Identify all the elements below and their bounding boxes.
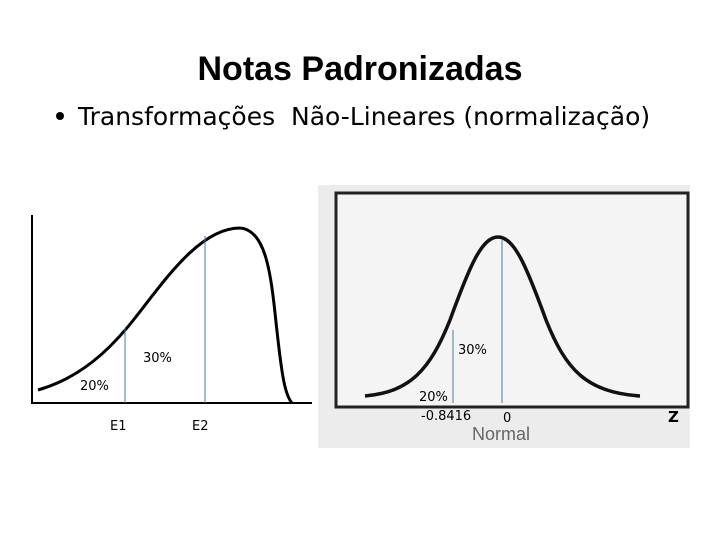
normal-diagram: 30% 20% -0.8416 0 Z Normal	[318, 185, 690, 448]
area-label: 30%	[458, 343, 487, 358]
area-label: 30%	[143, 351, 172, 366]
point-label: -0.8416	[421, 409, 471, 424]
area-label: 20%	[419, 390, 448, 405]
bullet-marker	[56, 112, 64, 120]
point-label: 0	[503, 411, 511, 426]
axis-label: Z	[668, 408, 679, 426]
figure-frame	[334, 191, 690, 409]
figure-caption: Normal	[472, 424, 530, 444]
bullet-text: Transformações Não-Lineares (normalizaçã…	[77, 102, 650, 131]
point-label: E2	[192, 419, 209, 434]
area-label: 20%	[80, 379, 109, 394]
normal-curve	[364, 235, 641, 398]
skewed-diagram: 30% 20% E1 E2	[31, 215, 312, 434]
skewed-curve	[37, 226, 294, 404]
point-label: E1	[110, 419, 127, 434]
slide-title: Notas Padronizadas	[198, 50, 523, 88]
